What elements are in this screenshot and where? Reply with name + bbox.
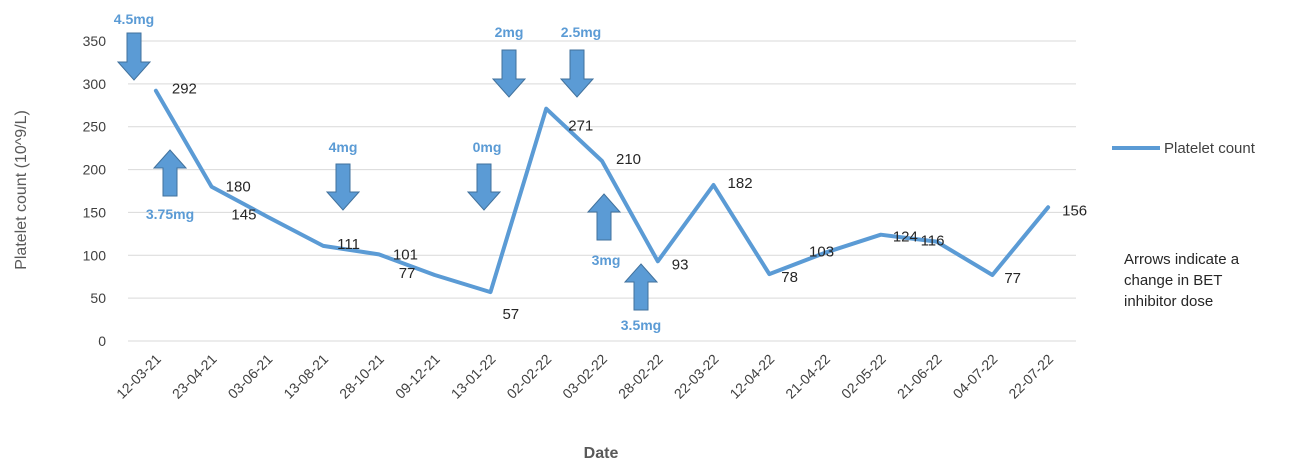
arrow-down-icon bbox=[559, 49, 595, 98]
data-label: 156 bbox=[1062, 202, 1087, 219]
y-axis-ticks: 0 50 100 150 200 250 300 350 bbox=[83, 33, 107, 349]
dose-label: 0mg bbox=[473, 139, 502, 155]
y-tick-label: 0 bbox=[98, 333, 106, 349]
legend-label: Platelet count bbox=[1164, 140, 1256, 157]
arrow-down-icon bbox=[466, 163, 502, 211]
data-label: 78 bbox=[781, 269, 798, 286]
data-label: 271 bbox=[568, 118, 593, 135]
y-tick-label: 300 bbox=[83, 76, 107, 92]
data-label: 77 bbox=[399, 265, 416, 282]
x-tick-label: 09-12-21 bbox=[392, 351, 443, 402]
note-line-1: Arrows indicate a bbox=[1124, 251, 1240, 268]
data-label: 145 bbox=[231, 207, 256, 224]
arrow-up-icon bbox=[623, 263, 659, 311]
arrow-down-icon bbox=[491, 49, 527, 98]
data-label: 124 bbox=[893, 229, 918, 246]
legend: Platelet count bbox=[1112, 140, 1256, 157]
x-tick-label: 03-02-22 bbox=[559, 351, 610, 402]
data-label: 116 bbox=[921, 233, 945, 250]
x-tick-label: 04-07-22 bbox=[950, 351, 1001, 402]
dose-label: 2mg bbox=[495, 24, 524, 40]
x-tick-label: 03-06-21 bbox=[225, 351, 276, 402]
gridlines bbox=[128, 40, 1076, 342]
data-label: 93 bbox=[672, 256, 689, 273]
x-tick-label: 28-10-21 bbox=[336, 351, 387, 402]
y-tick-label: 350 bbox=[83, 33, 107, 49]
y-axis-title: Platelet count (10^9/L) bbox=[13, 110, 30, 270]
x-tick-label: 22-03-22 bbox=[671, 351, 722, 402]
dose-label: 3.75mg bbox=[146, 206, 194, 222]
dose-arrows: 4.5mg 3.75mg 4mg 0mg 2mg 2.5mg 3mg 3.5mg bbox=[114, 11, 661, 333]
y-tick-label: 100 bbox=[83, 247, 107, 263]
dose-label: 4.5mg bbox=[114, 11, 154, 27]
x-tick-label: 13-01-22 bbox=[448, 351, 499, 402]
x-axis-title: Date bbox=[584, 445, 619, 462]
y-tick-label: 50 bbox=[90, 290, 106, 306]
note-line-2: change in BET bbox=[1124, 272, 1222, 289]
x-tick-label: 12-04-22 bbox=[726, 351, 777, 402]
data-label: 111 bbox=[337, 236, 360, 253]
data-label: 103 bbox=[809, 244, 834, 261]
note-text: Arrows indicate a change in BET inhibito… bbox=[1124, 251, 1243, 310]
x-tick-label: 02-05-22 bbox=[838, 351, 889, 402]
data-label: 182 bbox=[728, 175, 753, 192]
data-label: 292 bbox=[172, 81, 197, 98]
x-tick-label: 23-04-21 bbox=[169, 351, 220, 402]
arrow-up-icon bbox=[586, 193, 622, 241]
x-tick-label: 02-02-22 bbox=[503, 351, 554, 402]
arrow-down-icon bbox=[325, 163, 361, 211]
dose-label: 4mg bbox=[329, 139, 358, 155]
data-label: 210 bbox=[616, 151, 641, 168]
arrow-down-icon bbox=[116, 32, 152, 81]
x-tick-label: 13-08-21 bbox=[280, 351, 331, 402]
y-tick-label: 150 bbox=[83, 204, 107, 220]
platelet-count-line bbox=[153, 88, 1051, 295]
x-tick-label: 22-07-22 bbox=[1005, 351, 1056, 402]
x-tick-label: 12-03-21 bbox=[113, 351, 164, 402]
dose-label: 3mg bbox=[592, 252, 621, 268]
data-label: 101 bbox=[393, 246, 418, 263]
data-label: 57 bbox=[502, 306, 519, 323]
y-tick-label: 200 bbox=[83, 162, 107, 178]
dose-label: 2.5mg bbox=[561, 24, 601, 40]
data-label: 180 bbox=[226, 179, 251, 196]
dose-label: 3.5mg bbox=[621, 317, 661, 333]
arrow-up-icon bbox=[152, 149, 188, 197]
x-tick-label: 28-02-22 bbox=[615, 351, 666, 402]
data-labels: 292 180 145 111 101 77 57 271 210 93 182 78 103 124 11… bbox=[172, 81, 1087, 323]
y-tick-label: 250 bbox=[83, 119, 107, 135]
note-line-3: inhibitor dose bbox=[1124, 293, 1213, 310]
x-axis-ticks: 12-03-21 23-04-21 03-06-21 13-08-21 28-10-21… bbox=[113, 351, 1056, 402]
x-tick-label: 21-06-22 bbox=[894, 351, 945, 402]
x-tick-label: 21-04-22 bbox=[782, 351, 833, 402]
data-label: 77 bbox=[1004, 270, 1021, 287]
